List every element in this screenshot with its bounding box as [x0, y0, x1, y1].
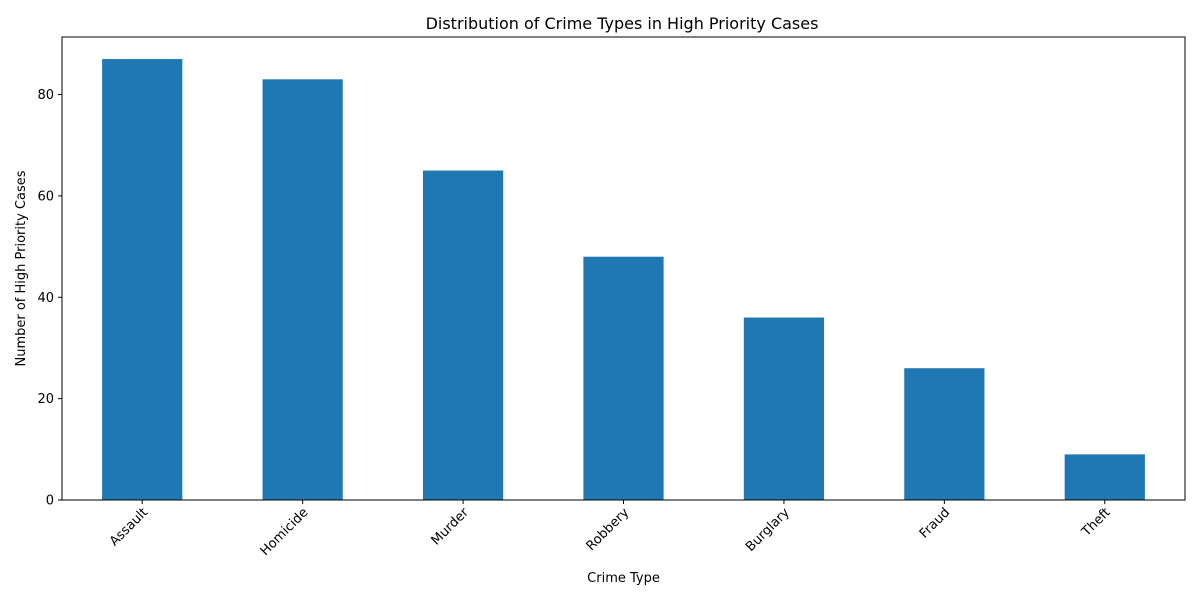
bar-theft — [1064, 454, 1145, 500]
y-tick-label: 60 — [37, 189, 54, 204]
plot-area-frame — [61, 36, 1186, 501]
bars-group — [102, 59, 1145, 501]
y-tick-label: 0 — [46, 494, 54, 509]
bar-homicide — [262, 79, 343, 500]
bar-murder — [422, 170, 504, 500]
bar-robbery — [583, 256, 664, 500]
chart-title: Distribution of Crime Types in High Prio… — [426, 14, 819, 33]
y-tick-label: 20 — [37, 392, 54, 407]
bar-assault — [102, 59, 183, 501]
y-axis-label: Number of High Priority Cases — [14, 170, 29, 366]
bar-fraud — [904, 368, 985, 500]
x-axis-label: Crime Type — [587, 571, 660, 586]
y-tick-label: 40 — [37, 291, 54, 306]
y-axis-ticks: 0 20 40 60 80 — [37, 88, 62, 509]
bar-burglary — [743, 317, 825, 500]
y-tick-label: 80 — [37, 88, 54, 103]
